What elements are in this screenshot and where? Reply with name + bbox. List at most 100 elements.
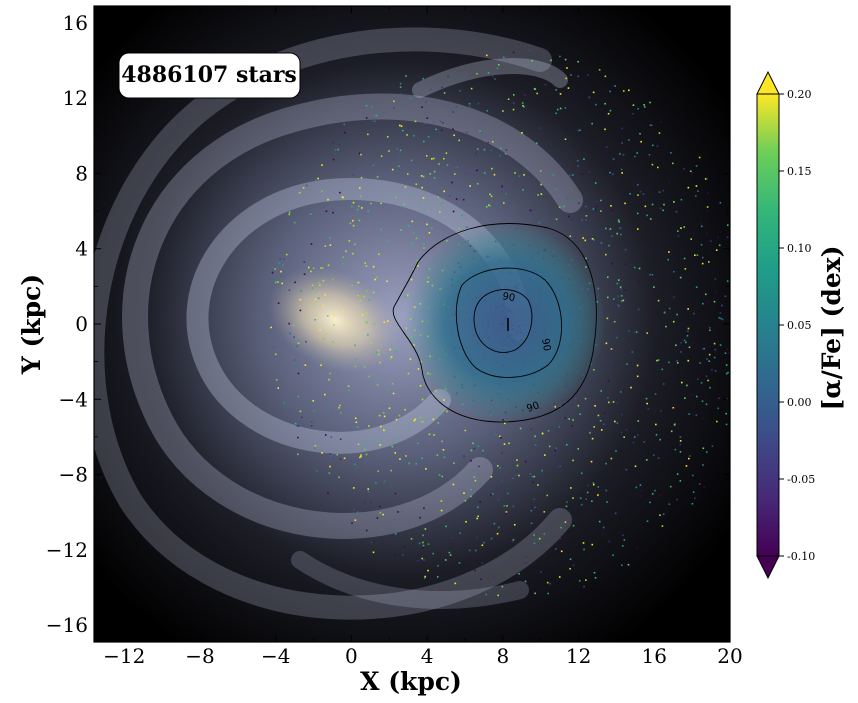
star-point [733,319,735,321]
star-point [342,196,344,199]
star-point [438,163,440,165]
star-point [621,545,624,547]
star-point [356,208,359,211]
star-point [294,281,296,284]
star-point [454,173,456,175]
star-point [555,112,557,115]
star-point [564,521,567,523]
star-point [549,456,552,459]
star-point [615,450,617,452]
star-point [422,197,425,199]
star-point [309,391,312,394]
star-point [524,562,527,564]
star-point [459,532,462,534]
star-point [680,227,682,229]
star-point [534,592,536,595]
star-point [673,296,675,298]
star-point [691,474,694,477]
star-point [501,185,503,188]
star-point [430,88,432,91]
star-point [354,519,357,521]
star-point [595,103,597,106]
star-point [605,489,608,492]
star-point [458,227,461,230]
star-point [510,543,512,545]
star-point [541,469,543,472]
star-point [397,511,399,513]
star-point [581,173,584,175]
star-point [327,409,329,411]
star-point [322,356,324,358]
star-point [636,183,639,186]
star-point [282,264,284,266]
star-point [409,191,412,194]
star-point [448,551,451,554]
star-point [536,92,538,95]
star-point [322,338,325,340]
star-point [613,320,616,323]
star-point [354,243,356,246]
star-point [339,412,342,414]
star-point [570,74,572,76]
star-point [414,120,417,123]
star-point [410,537,413,540]
star-point [465,520,467,523]
star-point [376,378,379,381]
star-point [693,312,695,315]
star-point [352,224,355,227]
star-point [715,249,718,251]
star-point [658,132,661,134]
star-point [699,362,702,364]
star-point [605,342,608,345]
star-point [700,382,703,384]
star-point [597,486,600,488]
star-point [410,159,413,162]
y-tick-label: 8 [75,161,88,185]
star-point [477,515,479,518]
star-point [435,128,437,131]
star-point [389,348,392,351]
star-point [583,548,585,551]
star-point [496,67,499,70]
star-point [443,190,446,193]
star-point [470,488,472,491]
star-point [297,372,300,375]
star-point [688,346,691,349]
star-point [516,459,518,461]
star-point [356,511,359,514]
star-point [622,153,625,156]
star-point [549,582,552,585]
star-point [491,167,493,170]
x-tick-label: 12 [566,644,591,668]
star-point [702,447,705,450]
star-point [644,205,647,208]
star-point [383,429,385,432]
star-point [445,525,447,528]
star-point [493,173,496,176]
star-point [685,465,688,467]
star-point [742,379,744,381]
star-point [415,183,418,186]
colorbar-tick-label: 0.20 [787,88,812,101]
star-point [635,486,638,489]
star-point [624,202,626,205]
star-point [476,169,478,172]
star-point [539,127,542,129]
star-point [452,210,455,213]
star-point [523,174,525,176]
colorbar-tick-label: 0.10 [787,242,812,255]
star-point [714,369,717,372]
star-point [707,192,709,195]
star-point [651,493,654,495]
star-point [649,501,651,504]
star-point [609,109,612,112]
star-point [365,104,368,107]
star-point [637,434,639,436]
star-point [288,211,291,213]
star-point [683,257,686,260]
star-point [726,236,729,239]
star-point [407,372,410,375]
star-point [665,371,667,374]
star-point [608,350,611,353]
star-point [269,332,272,335]
